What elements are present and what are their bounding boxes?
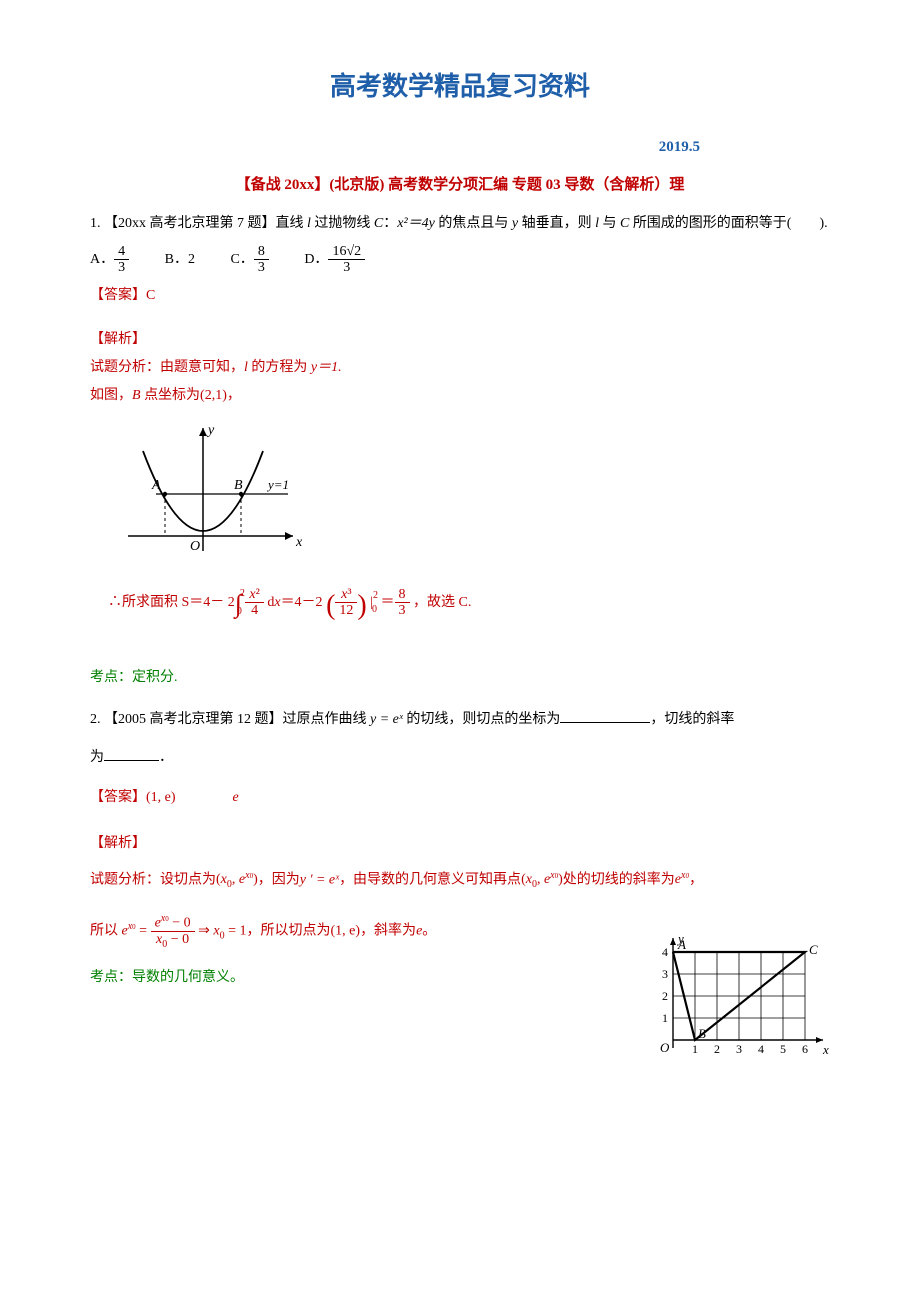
- optD-num: 16√2: [328, 244, 365, 260]
- gxt3: 4: [758, 1042, 764, 1056]
- gxt5: 6: [802, 1042, 808, 1056]
- q2-ans-label: 【答案】: [90, 790, 146, 805]
- q1-mid1: 过抛物线: [311, 216, 374, 231]
- question-2: 2. 【2005 高考北京理第 12 题】过原点作曲线 y = eˣ 的切线，则…: [90, 706, 830, 734]
- q2-analysis-label: 【解析】: [90, 830, 830, 858]
- gxt2: 3: [736, 1042, 742, 1056]
- optA-num: 4: [114, 244, 129, 260]
- q2-kaodian: 考点：导数的几何意义。: [90, 964, 244, 992]
- optB-label: B．: [165, 252, 188, 267]
- grid-y: y: [676, 931, 684, 946]
- q1-mid3: 的焦点且与: [435, 216, 512, 231]
- q1-al1b: 的方程为: [248, 360, 311, 375]
- q2l1d: 处的切线的斜率为: [563, 872, 675, 887]
- q1-integral: ∴所求面积 S＝4－ 2∫20 x²4 dx＝4－2 (x³12) |20 ＝8…: [108, 578, 830, 634]
- q1-c2: C: [620, 216, 629, 231]
- q1-int-text: ∴所求面积 S＝4－: [108, 595, 224, 610]
- q2-eq: y = eˣ: [370, 712, 403, 727]
- gxt0: 1: [692, 1042, 698, 1056]
- gxt1: 2: [714, 1042, 720, 1056]
- q1-al2b: B: [132, 388, 141, 403]
- q1-stem-prefix: 1. 【20xx 高考北京理第 7 题】直线: [90, 216, 307, 231]
- q1-mid5: 与: [599, 216, 620, 231]
- q2l1b: ，因为: [258, 872, 300, 887]
- gyt2: 3: [662, 967, 668, 981]
- q2-stem-d: 为: [90, 750, 104, 765]
- q1-answer-val: C: [146, 288, 155, 303]
- q1-answer-label: 【答案】: [90, 288, 146, 303]
- q1-analysis-line1: 试题分析：由题意可知，l 的方程为 y＝1.: [90, 354, 830, 382]
- gyt1: 2: [662, 989, 668, 1003]
- q2-stem-a: 2. 【2005 高考北京理第 12 题】过原点作曲线: [90, 712, 370, 727]
- q2-stem-e: ．: [159, 750, 173, 765]
- grid-B: B: [698, 1026, 706, 1041]
- subtitle: 【备战 20xx】(北京版) 高考数学分项汇编 专题 03 导数（含解析）理: [90, 170, 830, 200]
- parabola-figure: A B y=1 O x y: [108, 416, 318, 566]
- q1-mid2: ：: [383, 216, 397, 231]
- optA-den: 3: [114, 260, 129, 275]
- q2l2a: 所以: [90, 924, 118, 939]
- main-title: 高考数学精品复习资料: [90, 60, 830, 112]
- blank-2: [104, 746, 159, 761]
- q1-end: 所围成的图形的面积等于( ).: [629, 216, 827, 231]
- label-x: x: [295, 535, 303, 550]
- q2l1a: 试题分析：设切点为: [90, 872, 216, 887]
- q1-mid4: 轴垂直，则: [518, 216, 595, 231]
- grid-figure: A B C O x y 1 2 3 4 5 6 1 2 3 4: [645, 930, 830, 1070]
- label-O: O: [190, 539, 200, 554]
- label-y: y: [206, 423, 215, 438]
- q1-analysis-line2: 如图，B 点坐标为(2,1)，: [90, 382, 830, 410]
- q1-al2a: 如图，: [90, 388, 132, 403]
- label-B: B: [234, 478, 243, 493]
- q1-eq: x²＝4y: [397, 216, 435, 231]
- q2l2pt2: (1, e): [331, 924, 361, 939]
- grid-x: x: [822, 1042, 829, 1057]
- q1-kaodian: 考点：定积分.: [90, 664, 830, 692]
- optC-den: 3: [254, 260, 269, 275]
- q2l2d: 。: [422, 924, 436, 939]
- q2l2b: ，所以切点为: [247, 924, 331, 939]
- optD-den: 3: [328, 260, 365, 275]
- q2-analysis-line1: 试题分析：设切点为(x0, ex0)，因为y ' = eˣ，由导数的几何意义可知…: [90, 866, 830, 895]
- q1-analysis-label: 【解析】: [90, 326, 830, 354]
- date: 2019.5: [90, 132, 700, 162]
- q1-answer: 【答案】C: [90, 282, 830, 310]
- grid-C: C: [809, 942, 818, 957]
- q2-stem-c: ，切线的斜率: [650, 712, 734, 727]
- q2-stem-b: 的切线，则切点的坐标为: [403, 712, 561, 727]
- gxt4: 5: [780, 1042, 786, 1056]
- q2-ans-slope: e: [233, 790, 239, 805]
- optC-label: C．: [230, 252, 253, 267]
- q2l2c: ，斜率为: [360, 924, 416, 939]
- q1-al2c: 点坐标为(2,1)，: [141, 388, 241, 403]
- optB-val: 2: [188, 252, 195, 267]
- q1-int-res: ，故选 C.: [413, 595, 471, 610]
- q2l1c: ，由导数的几何意义可知再点: [339, 872, 521, 887]
- blank-1: [560, 708, 650, 723]
- q2l1e: ，: [689, 872, 703, 887]
- q2-line2: 为．: [90, 744, 830, 772]
- q1-options: A．43 B．2 C．83 D．16√23: [90, 244, 830, 276]
- q1-al1a: 试题分析：由题意可知，: [90, 360, 244, 375]
- question-1: 1. 【20xx 高考北京理第 7 题】直线 l 过抛物线 C：x²＝4y 的焦…: [90, 210, 830, 238]
- q1-c: C: [374, 216, 383, 231]
- q2l1der: y ' = eˣ: [300, 872, 339, 887]
- gyt0: 1: [662, 1011, 668, 1025]
- q2-ans-pt: (1, e): [146, 790, 176, 805]
- grid-O: O: [660, 1040, 670, 1055]
- q2-answer: 【答案】(1, e) e: [90, 784, 830, 812]
- q1-al1c: y＝1.: [311, 360, 342, 375]
- optC-num: 8: [254, 244, 269, 260]
- gyt3: 4: [662, 945, 668, 959]
- optD-label: D．: [304, 252, 328, 267]
- optA-label: A．: [90, 252, 114, 267]
- label-y1: y=1: [266, 477, 289, 492]
- label-A: A: [151, 478, 161, 493]
